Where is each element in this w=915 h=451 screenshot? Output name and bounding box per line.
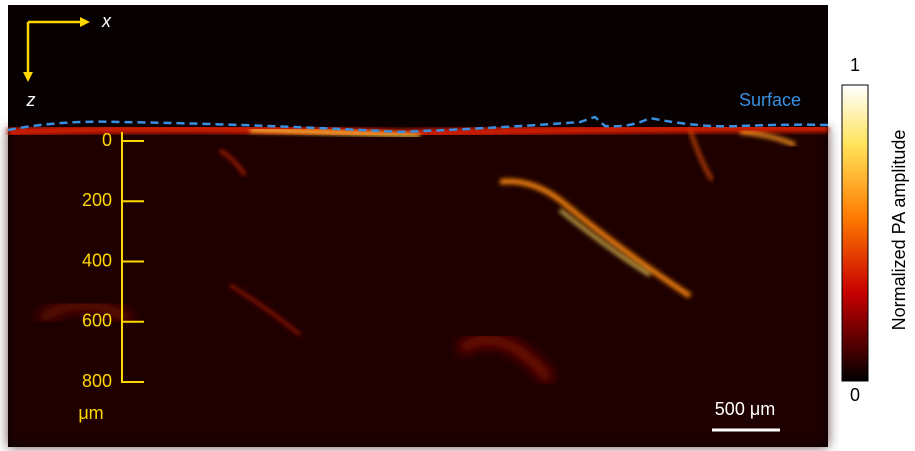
colorbar	[842, 85, 868, 381]
x-axis-label: x	[101, 11, 112, 31]
depth-tick-label: 400	[82, 250, 112, 270]
z-axis-label: z	[26, 90, 36, 110]
surface-label: Surface	[739, 90, 801, 110]
depth-unit: μm	[78, 403, 103, 423]
colorbar-max: 1	[850, 55, 860, 75]
depth-tick-label: 800	[82, 371, 112, 391]
figure: Surface x z μm 500 μm 1 0 Normalized PA …	[0, 0, 915, 451]
scale-bar-label: 500 μm	[715, 399, 775, 419]
depth-tick-label: 200	[82, 190, 112, 210]
colorbar-min: 0	[850, 385, 860, 405]
image-signal	[8, 128, 828, 447]
depth-tick-label: 600	[82, 311, 112, 331]
depth-tick-label: 0	[102, 130, 112, 150]
colorbar-label: Normalized PA amplitude	[889, 130, 909, 331]
